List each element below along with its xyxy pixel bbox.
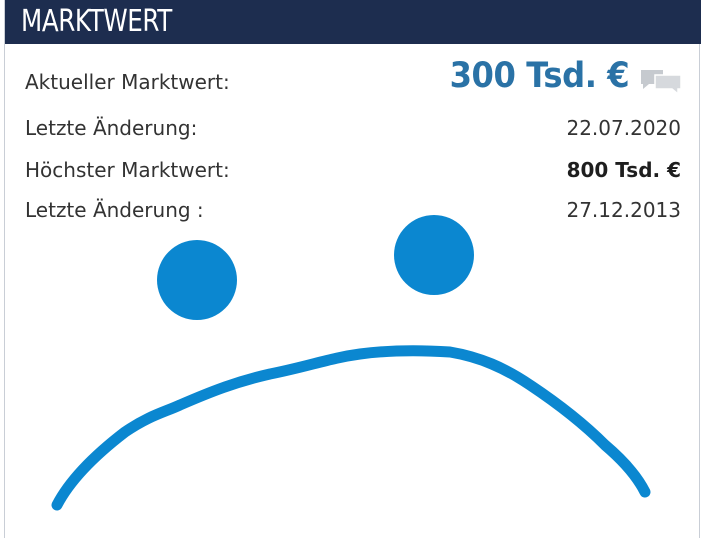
card-header: MARKTWERT — [5, 0, 701, 44]
highest-market-value-label: Höchster Marktwert: — [25, 158, 230, 182]
last-change-date: 22.07.2020 — [566, 116, 681, 140]
market-value-card: MARKTWERT Aktueller Marktwert: 300 Tsd. … — [4, 0, 701, 538]
current-market-value-row: Aktueller Marktwert: — [25, 67, 681, 97]
highest-last-change-date: 27.12.2013 — [566, 198, 681, 222]
highest-market-value: 800 Tsd. € — [566, 158, 681, 182]
last-change-row: Letzte Änderung: 22.07.2020 — [25, 113, 681, 143]
comments-icon[interactable] — [639, 64, 683, 96]
current-market-value[interactable]: 300 Tsd. € — [449, 56, 629, 96]
highest-market-value-row: Höchster Marktwert: 800 Tsd. € — [25, 155, 681, 185]
highest-last-change-label: Letzte Änderung : — [25, 198, 204, 222]
current-market-value-label: Aktueller Marktwert: — [25, 70, 230, 94]
last-change-label: Letzte Änderung: — [25, 116, 198, 140]
comments-icon-graphic — [641, 70, 682, 96]
highest-last-change-row: Letzte Änderung : 27.12.2013 — [25, 195, 681, 225]
card-title: MARKTWERT — [21, 4, 172, 39]
